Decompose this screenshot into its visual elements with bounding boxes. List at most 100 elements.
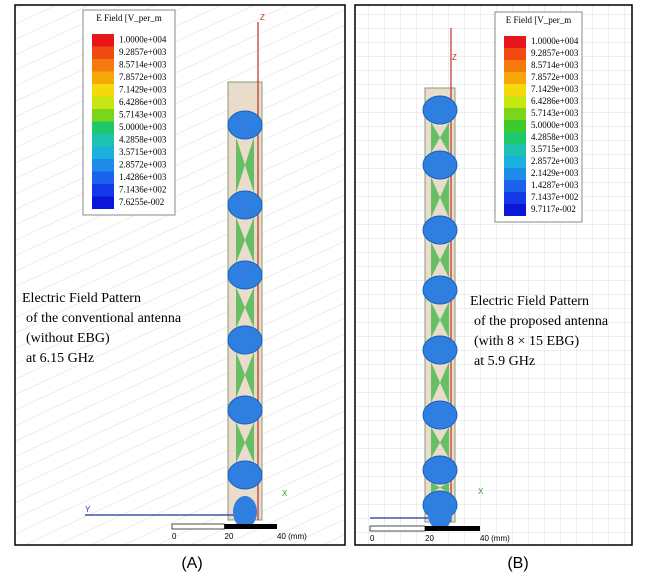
scale-label: 40 (mm) [277,532,307,541]
field-blob [227,395,263,425]
legend-swatch [504,180,526,192]
legend-swatch [504,72,526,84]
legend-label: 7.6255e-002 [119,197,164,207]
legend-swatch [504,108,526,120]
field-core [431,427,449,458]
legend-label: 8.5714e+003 [531,60,579,70]
legend-label: 5.0000e+003 [119,122,167,132]
legend-swatch [504,60,526,72]
legend-swatch [92,71,114,84]
legend-swatch [92,59,114,72]
legend-swatch [92,159,114,172]
legend-swatch [504,204,526,216]
caption-line: of the conventional antenna [26,311,182,326]
field-core [431,482,449,493]
field-blob [422,150,458,180]
legend-label: 5.0000e+003 [531,120,579,130]
legend-swatch [504,132,526,144]
panel-label: (A) [181,555,202,572]
legend-label: 6.4286e+003 [119,97,167,107]
field-blob [422,335,458,365]
field-blob [422,95,458,125]
legend-title: E Field [V_per_m [96,13,162,23]
caption-line: (without EBG) [26,331,110,346]
scale-white [369,525,426,532]
legend-label: 4.2858e+003 [531,132,579,142]
panel-a [14,4,346,546]
axis-x: X [282,489,288,498]
legend-label: 5.7143e+003 [119,109,167,119]
legend-label: 7.1429e+003 [119,84,167,94]
legend-label: 6.4286e+003 [531,96,579,106]
field-blob [422,455,458,485]
legend-swatch [92,46,114,59]
legend-label: 4.2858e+003 [119,134,167,144]
axis-x: X [478,487,484,496]
legend-swatch [92,134,114,147]
field-blob [422,215,458,245]
legend-label: 1.0000e+004 [119,34,167,44]
panel-b [354,4,633,546]
legend-label: 9.2857e+003 [119,47,167,57]
field-blob [428,498,452,530]
legend-swatch [504,156,526,168]
legend-swatch [504,36,526,48]
caption-line: Electric Field Pattern [22,291,141,306]
legend-swatch [92,84,114,97]
caption-line: Electric Field Pattern [470,294,589,309]
legend-swatch [92,171,114,184]
legend-swatch [92,196,114,209]
legend-label: 2.1429e+003 [531,168,579,178]
field-core [431,122,449,153]
scale-label: 0 [172,532,177,541]
legend-swatch [504,144,526,156]
field-core [236,137,254,193]
field-blob [422,400,458,430]
scale-label: 20 [425,534,434,543]
scale-label: 40 (mm) [480,534,510,543]
field-blob [227,260,263,290]
legend-label: 7.8572e+003 [119,72,167,82]
legend-label: 7.1436e+002 [119,184,166,194]
scale-black [425,526,480,531]
field-core [236,352,254,398]
legend-label: 7.1429e+003 [531,84,579,94]
legend-swatch [504,96,526,108]
legend-label: 3.5715e+003 [531,144,579,154]
legend-label: 5.7143e+003 [531,108,579,118]
legend-swatch [92,121,114,134]
legend-swatch [92,146,114,159]
axis-y: Y [85,505,91,514]
field-core [236,422,254,463]
legend-label: 7.8572e+003 [531,72,579,82]
legend-swatch [92,34,114,47]
field-blob [227,190,263,220]
field-core [236,287,254,328]
caption-line: of the proposed antenna [474,314,609,329]
legend-label: 1.4287e+003 [531,180,579,190]
panel-label: (B) [507,555,528,572]
legend-label: 1.4286e+003 [119,172,167,182]
axis-z: Z [260,13,265,22]
legend-swatch [504,84,526,96]
legend-label: 8.5714e+003 [119,59,167,69]
legend-label: 9.7117e-002 [531,204,576,214]
field-blob [227,325,263,355]
legend-label: 1.0000e+004 [531,36,579,46]
field-blob [422,275,458,305]
caption-line: at 6.15 GHz [26,351,94,366]
field-core [431,177,449,218]
legend-swatch [504,120,526,132]
field-blob [227,110,263,140]
axis-z: Z [452,53,457,62]
field-blob [227,460,263,490]
caption-line: (with 8 × 15 EBG) [474,334,579,349]
legend-label: 7.1437e+002 [531,192,578,202]
field-blob [233,496,257,528]
field-core [431,362,449,403]
caption-line: at 5.9 GHz [474,354,535,369]
field-core [431,302,449,338]
field-core [431,242,449,278]
legend-title: E Field [V_per_m [506,15,572,25]
